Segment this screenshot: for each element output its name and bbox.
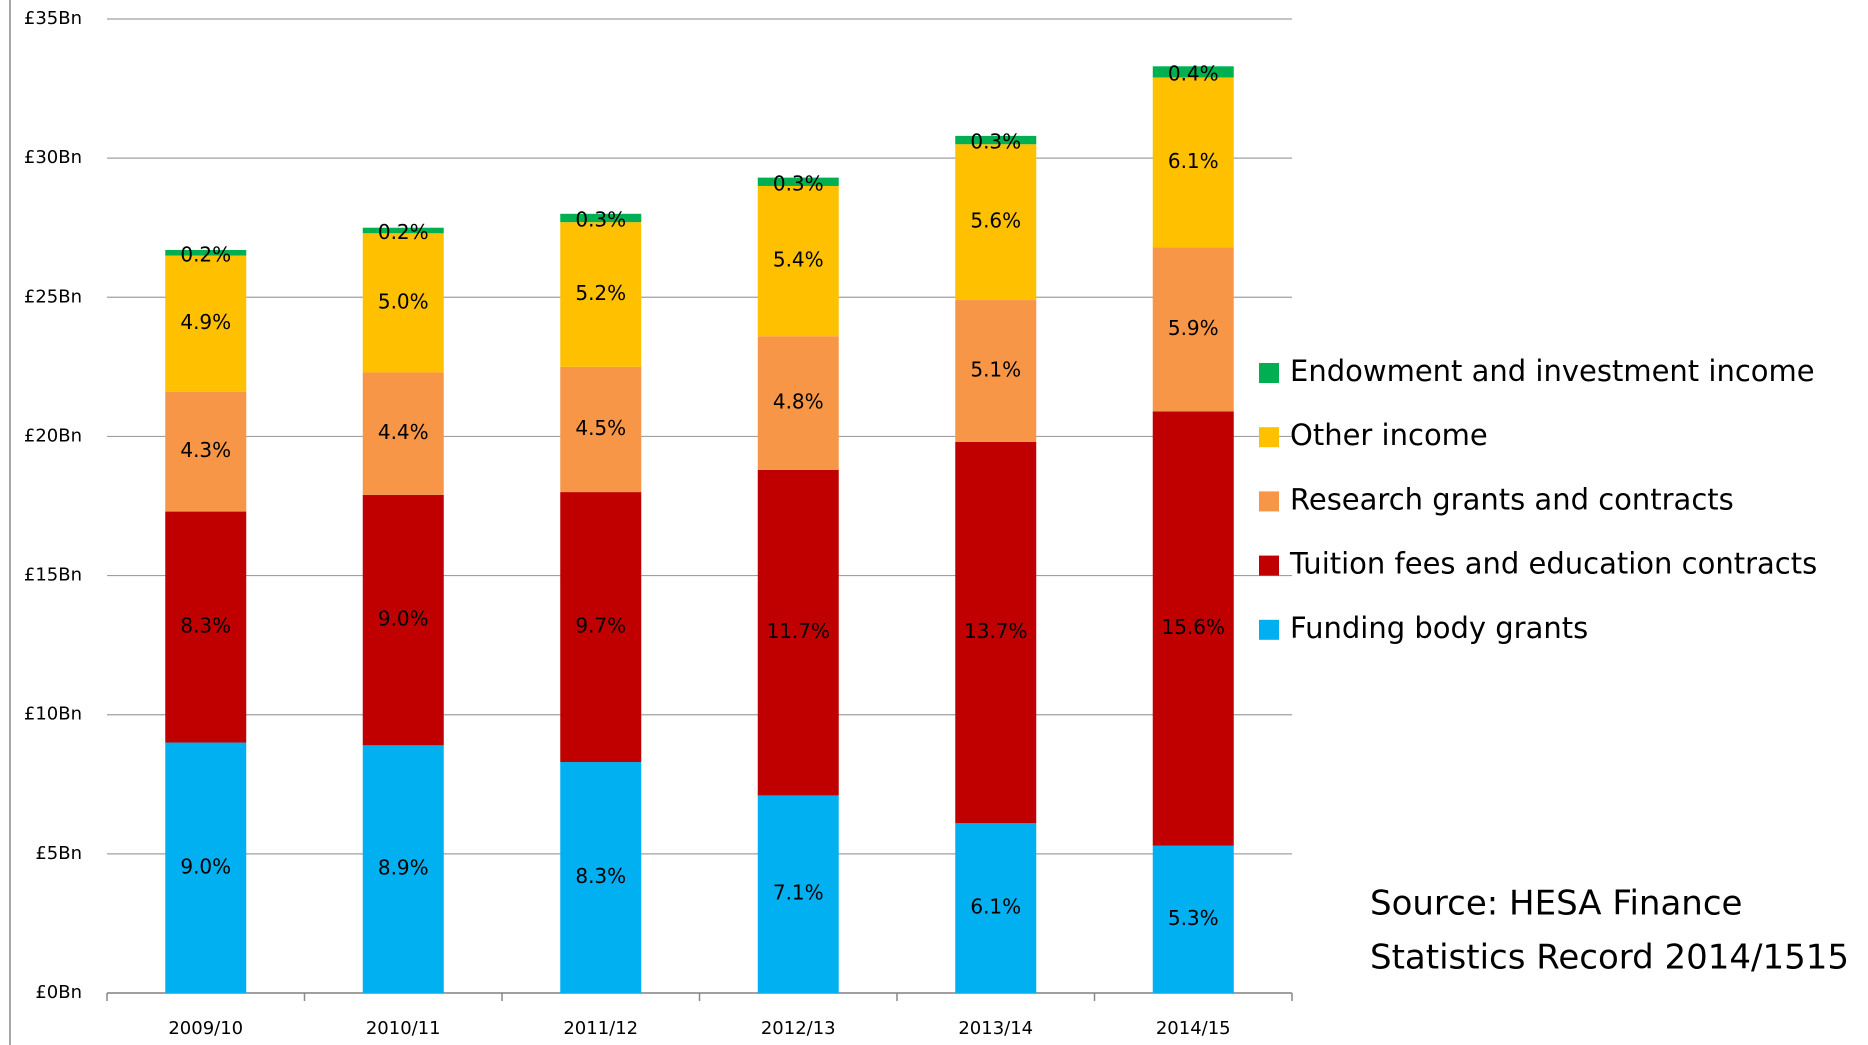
bar-segment (165, 391, 247, 512)
data-label: 8.9% (378, 856, 429, 880)
y-tick-label: £25Bn (24, 286, 82, 307)
data-label: 6.1% (1168, 149, 1219, 173)
bar-segment (955, 823, 1037, 993)
bar-segment (955, 135, 1037, 145)
x-tick-label: 2009/10 (168, 1018, 243, 1039)
bar-segment (362, 494, 444, 746)
x-tick-label: 2012/13 (761, 1018, 836, 1039)
y-tick-label: £10Bn (24, 704, 82, 725)
data-label: 4.5% (575, 416, 626, 440)
data-label: 6.1% (970, 895, 1021, 919)
bar-segment (560, 366, 642, 493)
data-label: 5.2% (575, 281, 626, 305)
data-label: 11.7% (766, 619, 830, 643)
data-label: 13.7% (964, 619, 1028, 643)
data-label: 5.0% (378, 289, 429, 313)
x-tick-label: 2011/12 (563, 1018, 638, 1039)
bar-segment (757, 795, 839, 993)
data-label: 5.6% (970, 209, 1021, 233)
x-tick-label: 2014/15 (1156, 1018, 1231, 1039)
bar-segment (955, 144, 1037, 301)
legend-label: Tuition fees and education contracts (1289, 547, 1817, 581)
legend-swatch (1259, 427, 1279, 448)
bar-segment (1152, 411, 1234, 846)
y-tick-label: £5Bn (35, 843, 82, 864)
bar-segment (560, 492, 642, 763)
legend-swatch (1259, 555, 1279, 576)
data-label: 5.9% (1168, 316, 1219, 340)
bar-segment (560, 222, 642, 367)
data-label: 0.4% (1168, 61, 1219, 85)
y-tick-label: £15Bn (24, 565, 82, 586)
bar-segment (1152, 845, 1234, 993)
data-label: 9.0% (180, 854, 231, 878)
source-note: Source: HESA Finance (1370, 884, 1742, 924)
bar-segment (955, 300, 1037, 442)
bar-segment (165, 742, 247, 993)
y-tick-label: £0Bn (35, 982, 82, 1003)
legend-label: Funding body grants (1290, 611, 1588, 645)
data-label: 4.9% (180, 310, 231, 334)
legend-swatch (1259, 619, 1279, 640)
legend-swatch (1259, 491, 1279, 512)
data-label: 4.4% (378, 420, 429, 444)
data-label: 8.3% (575, 864, 626, 888)
data-label: 0.3% (575, 207, 626, 231)
x-tick-label: 2010/11 (366, 1018, 441, 1039)
data-label: 0.3% (773, 171, 824, 195)
data-label: 5.3% (1168, 906, 1219, 930)
legend-label: Endowment and investment income (1290, 354, 1815, 388)
data-label: 0.2% (180, 242, 231, 266)
bar-segment (165, 511, 247, 743)
bar-segment (560, 762, 642, 993)
bar-segment (362, 372, 444, 495)
data-label: 5.1% (970, 358, 1021, 382)
y-tick-label: £35Bn (24, 8, 82, 29)
legend-label: Research grants and contracts (1290, 482, 1734, 516)
data-label: 4.3% (180, 438, 231, 462)
data-label: 7.1% (773, 881, 824, 905)
bar-segment (757, 185, 839, 337)
bar-segment (955, 441, 1037, 824)
legend-swatch (1259, 363, 1279, 383)
bar-segment (757, 177, 839, 186)
bar-segment (757, 336, 839, 470)
data-label: 15.6% (1161, 615, 1225, 639)
bar-segment (362, 745, 444, 993)
bar-segment (1152, 247, 1234, 412)
bar-segment (560, 213, 642, 223)
bar-segment (757, 469, 839, 796)
data-label: 9.0% (378, 607, 429, 631)
x-tick-label: 2013/14 (958, 1018, 1033, 1039)
bar-segment (362, 233, 444, 373)
y-tick-label: £30Bn (24, 147, 82, 168)
bar-segment (1152, 66, 1234, 78)
source-note: Statistics Record 2014/1515 (1370, 938, 1849, 978)
data-label: 4.8% (773, 390, 824, 414)
data-label: 0.2% (378, 220, 429, 244)
data-label: 9.7% (575, 614, 626, 638)
bar-segment (165, 255, 247, 392)
legend-label: Other income (1290, 418, 1488, 452)
data-label: 0.3% (970, 130, 1021, 154)
data-label: 8.3% (180, 614, 231, 638)
bar-segment (362, 227, 444, 234)
bar-segment (1152, 77, 1234, 248)
data-label: 5.4% (773, 248, 824, 272)
y-tick-label: £20Bn (24, 425, 82, 446)
bar-segment (165, 249, 247, 256)
